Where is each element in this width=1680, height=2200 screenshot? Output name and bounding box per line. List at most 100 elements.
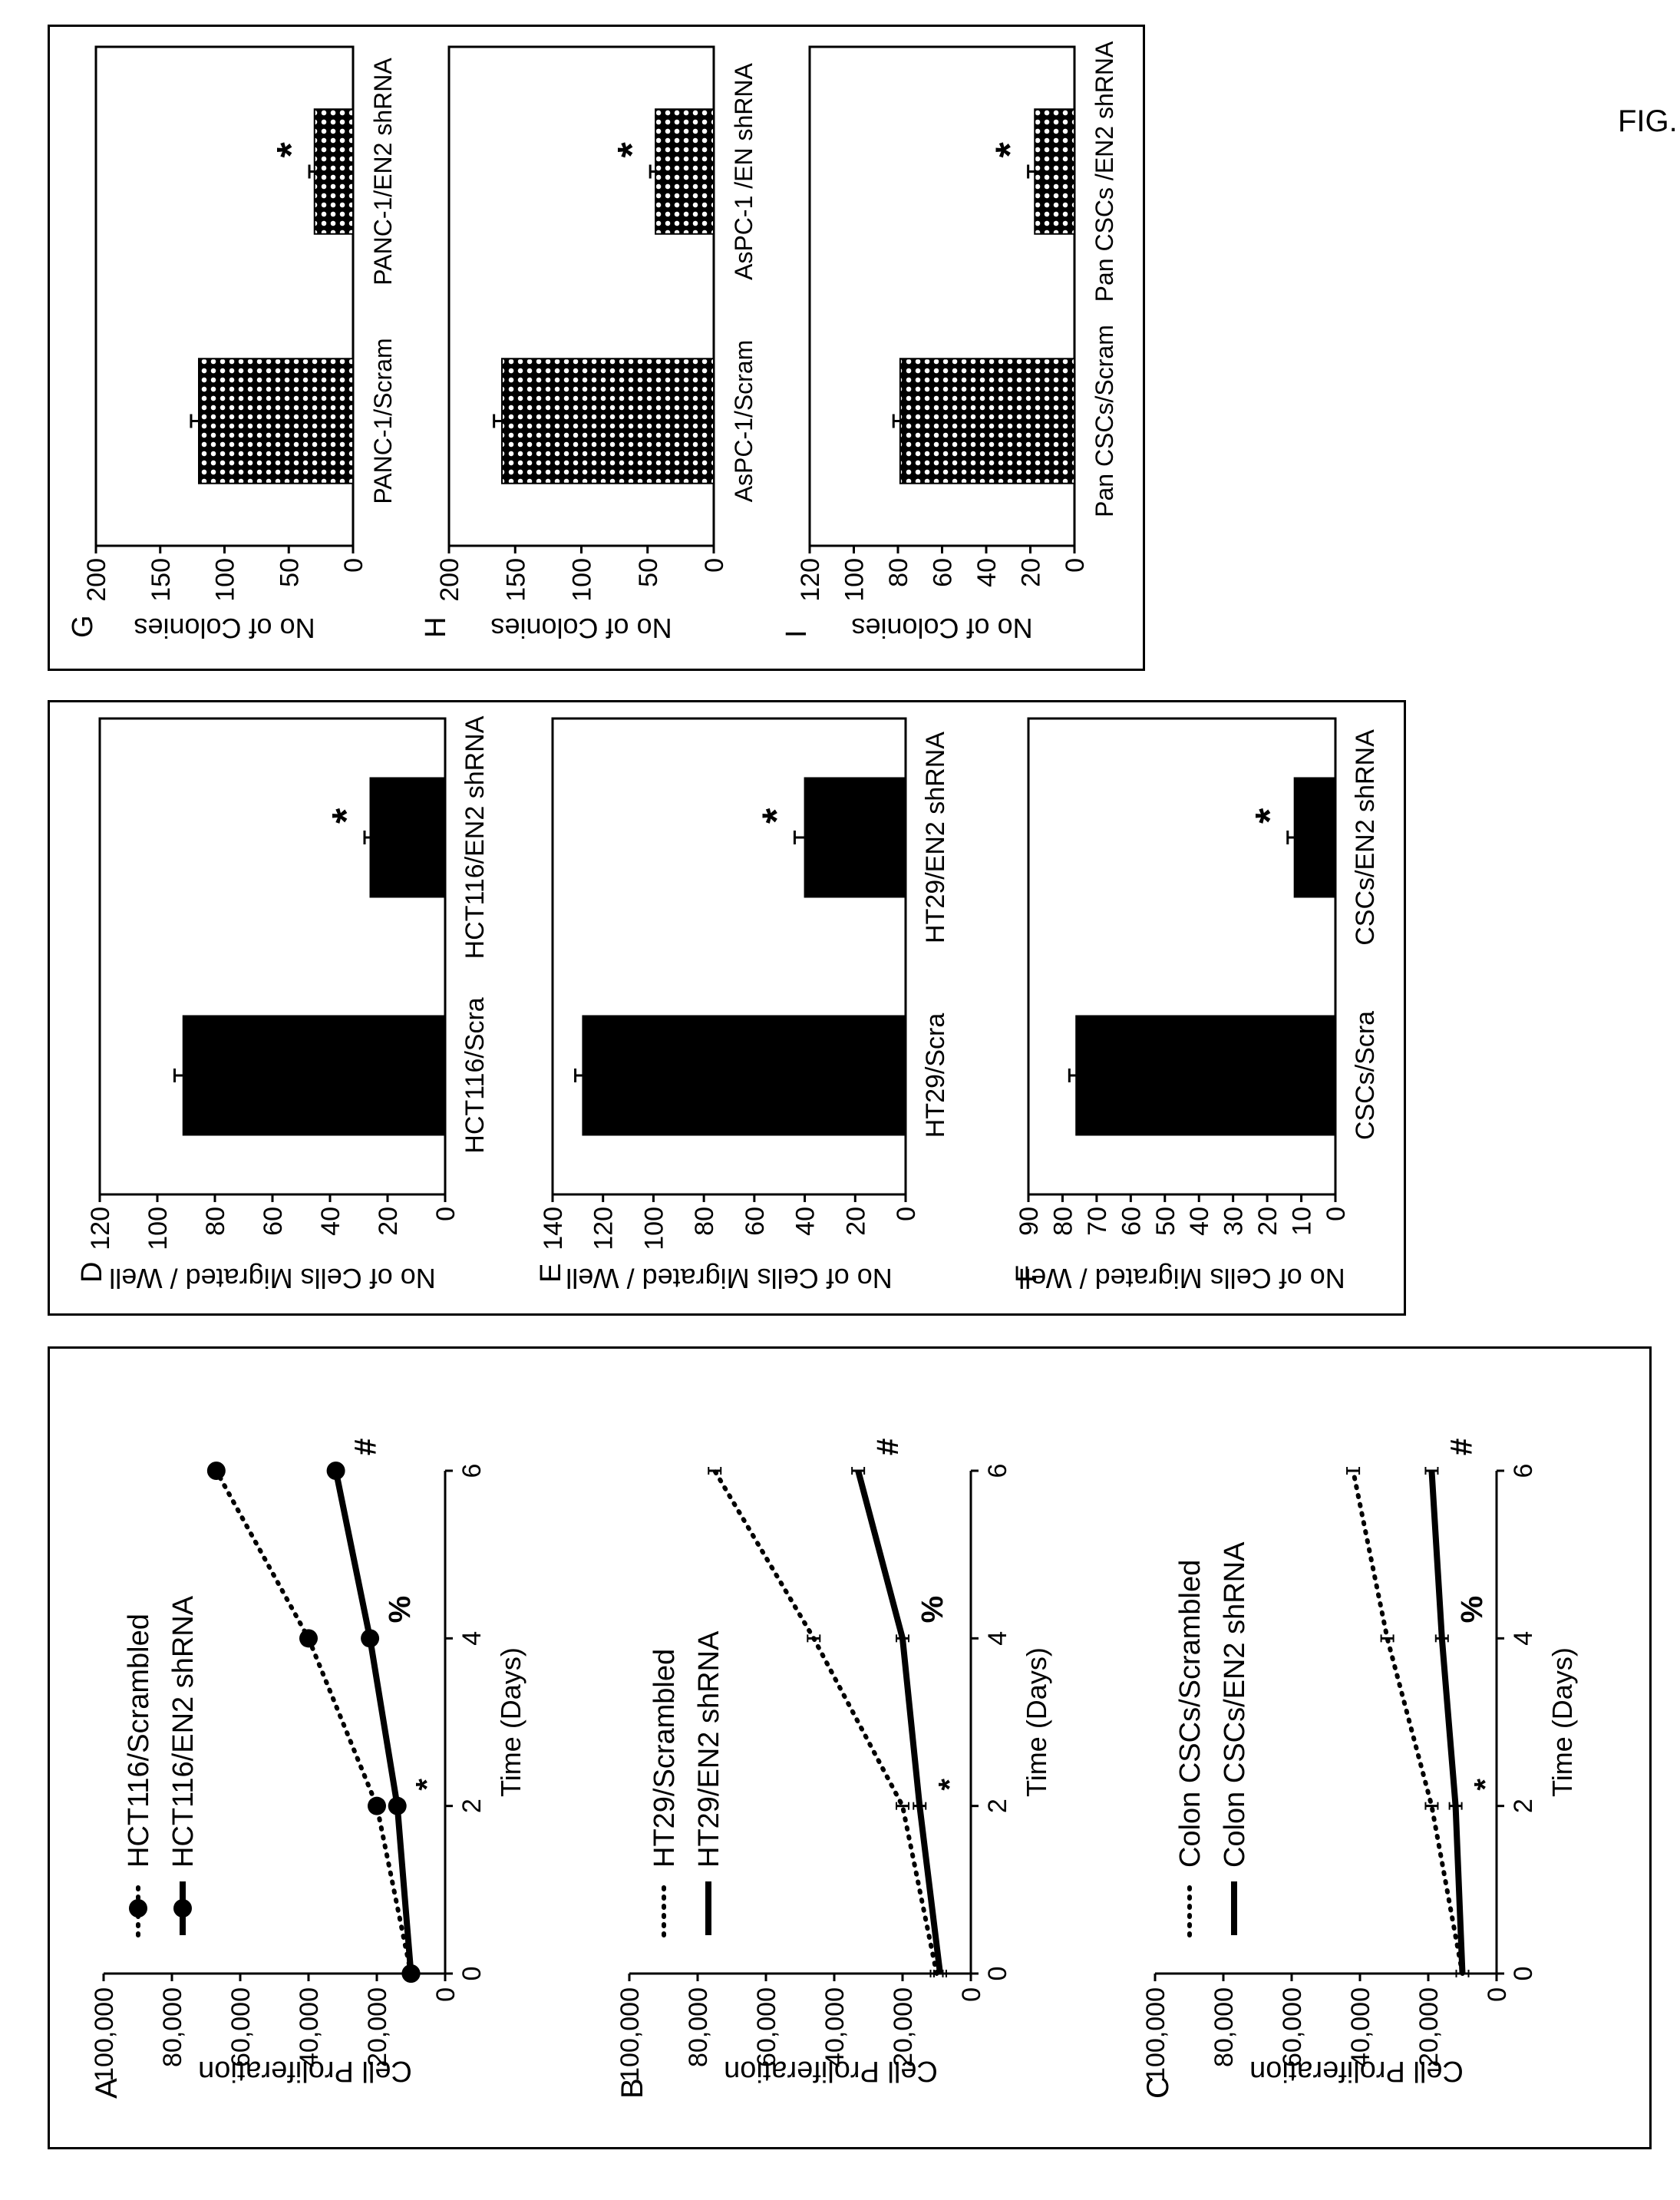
- series-line-2: [855, 1469, 943, 1974]
- y-tick-label: 200: [82, 558, 111, 602]
- y-tick-label: 30: [1220, 1207, 1249, 1236]
- y-tick-label: 0: [1322, 1207, 1351, 1221]
- chart-panel-g: 0 50 100 150 200 PANC-1/Scram * PANC-1/EN2 shRN…: [67, 45, 397, 644]
- category-label: HT29/Scra: [921, 1013, 950, 1138]
- y-tick-label: 20,000: [363, 1987, 392, 2067]
- x-tick-label: 2: [1509, 1799, 1538, 1813]
- bar: [1293, 777, 1336, 898]
- y-tick-label: 10: [1288, 1207, 1317, 1236]
- y-tick-label: 20: [1253, 1207, 1282, 1236]
- y-tick-label: 100: [840, 558, 870, 602]
- y-tick-label: 80,000: [684, 1987, 713, 2067]
- panel-letter: D: [76, 1262, 108, 1283]
- series-line-2: [332, 1470, 414, 1974]
- category-label: Pan CSCs/Scram: [1091, 325, 1118, 517]
- series-line-1: [1351, 1468, 1465, 1976]
- category-label: CSCs/EN2 shRNA: [1351, 729, 1380, 946]
- y-tick-label: 0: [339, 558, 368, 573]
- x-tick-label: 2: [983, 1799, 1012, 1813]
- bar: [1034, 108, 1075, 235]
- significance-marker: #: [349, 1439, 383, 1455]
- y-tick-label: 20: [1017, 558, 1046, 587]
- data-point: [368, 1796, 386, 1815]
- y-axis-title: No of Cells Migrated / Well: [566, 1263, 892, 1294]
- data-point: [361, 1629, 380, 1648]
- y-tick-label: 80: [884, 558, 913, 587]
- y-tick-label: 0: [700, 558, 729, 573]
- significance-marker: %: [1455, 1596, 1489, 1624]
- y-axis-title: Cell Proliferation: [198, 2055, 412, 2087]
- chart-panel-a: 0 20,000 40,000 60,000 80,000 100,000 0 2 4 6 Time…: [90, 1439, 526, 2099]
- y-tick-label: 200: [435, 558, 464, 602]
- y-tick-label: 100: [639, 1207, 668, 1250]
- significance-marker: *: [325, 808, 369, 824]
- data-point: [206, 1462, 226, 1480]
- y-tick-label: 20,000: [1414, 1987, 1444, 2067]
- y-tick-label: 80: [1048, 1207, 1078, 1236]
- y-axis-title: No of Cells Migrated / Well: [109, 1263, 435, 1294]
- y-tick-label: 40: [972, 558, 1002, 587]
- series-line-1: [213, 1468, 414, 1976]
- y-tick-label: 40: [1185, 1207, 1214, 1236]
- significance-marker: %: [916, 1596, 949, 1624]
- y-tick-label: 40,000: [295, 1987, 324, 2067]
- y-tick-label: 100,000: [616, 1987, 645, 2082]
- y-tick-label: 40,000: [820, 1987, 850, 2067]
- y-tick-label: 100: [144, 1207, 173, 1250]
- y-tick-label: 20: [841, 1207, 870, 1236]
- panel-letter: E: [535, 1264, 567, 1283]
- category-label: Pan CSCs /EN2 shRNA: [1091, 41, 1118, 302]
- bar: [1075, 1015, 1336, 1136]
- panel-letter: I: [781, 629, 813, 638]
- y-tick-label: 80: [690, 1207, 719, 1236]
- legend-marker: [129, 1899, 147, 1918]
- legend-label-1: HT29/Scrambled: [649, 1649, 681, 1868]
- panel-letter: B: [616, 2078, 649, 2099]
- chart-panel-d: 0 20 40 60 80 100 120 HCT116/Scra * HCT116/EN2 sh…: [76, 715, 490, 1294]
- y-axis-title: Cell Proliferation: [724, 2055, 938, 2087]
- x-tick-label: 6: [983, 1464, 1012, 1478]
- y-tick-label: 50: [275, 558, 304, 587]
- panel-letter: A: [90, 2078, 124, 2099]
- panel-letter: G: [67, 615, 99, 638]
- bar: [198, 358, 354, 484]
- y-tick-label: 60,000: [752, 1987, 781, 2067]
- y-axis-title: No of Colonies: [490, 613, 672, 644]
- series-line-2: [1428, 1470, 1466, 1974]
- x-tick-label: 0: [1509, 1967, 1538, 1981]
- y-tick-label: 80,000: [158, 1987, 187, 2067]
- data-point: [299, 1629, 318, 1648]
- y-tick-label: 60: [259, 1207, 288, 1236]
- legend-label-1: HCT116/Scrambled: [123, 1614, 155, 1868]
- plot-frame: [551, 717, 907, 1196]
- category-label: PANC-1/Scram: [369, 338, 397, 504]
- legend-label-2: HT29/EN2 shRNA: [693, 1630, 725, 1868]
- significance-marker: *: [269, 142, 314, 158]
- significance-marker: *: [1469, 1779, 1503, 1791]
- y-tick-label: 60: [741, 1207, 770, 1236]
- x-tick-label: 0: [983, 1967, 1012, 1981]
- bar: [804, 777, 907, 898]
- y-tick-label: 0: [892, 1207, 921, 1221]
- x-tick-label: 4: [457, 1631, 487, 1646]
- category-label: AsPC-1 /EN shRNA: [730, 62, 757, 279]
- legend-label-2: HCT116/EN2 shRNA: [167, 1595, 200, 1868]
- significance-marker: *: [610, 142, 655, 158]
- y-tick-label: 140: [539, 1207, 568, 1250]
- y-tick-label: 20,000: [889, 1987, 918, 2067]
- bar: [313, 108, 354, 235]
- category-label: CSCs/Scra: [1351, 1011, 1380, 1140]
- chart-panel-i: 0 20 40 60 80 100 120 Pan CSCs/Scram * Pan CSCs /…: [781, 41, 1118, 644]
- legend-label-2: Colon CSCs/EN2 shRNA: [1219, 1541, 1251, 1868]
- y-tick-label: 40,000: [1346, 1987, 1375, 2067]
- x-tick-label: 6: [457, 1464, 487, 1478]
- bar: [582, 1015, 907, 1136]
- x-axis-title: Time (Days): [1021, 1647, 1052, 1797]
- y-tick-label: 60: [929, 558, 958, 587]
- x-tick-label: 4: [983, 1631, 1012, 1646]
- x-axis-title: Time (Days): [1546, 1647, 1578, 1797]
- bar: [655, 108, 715, 235]
- y-tick-label: 150: [147, 558, 176, 602]
